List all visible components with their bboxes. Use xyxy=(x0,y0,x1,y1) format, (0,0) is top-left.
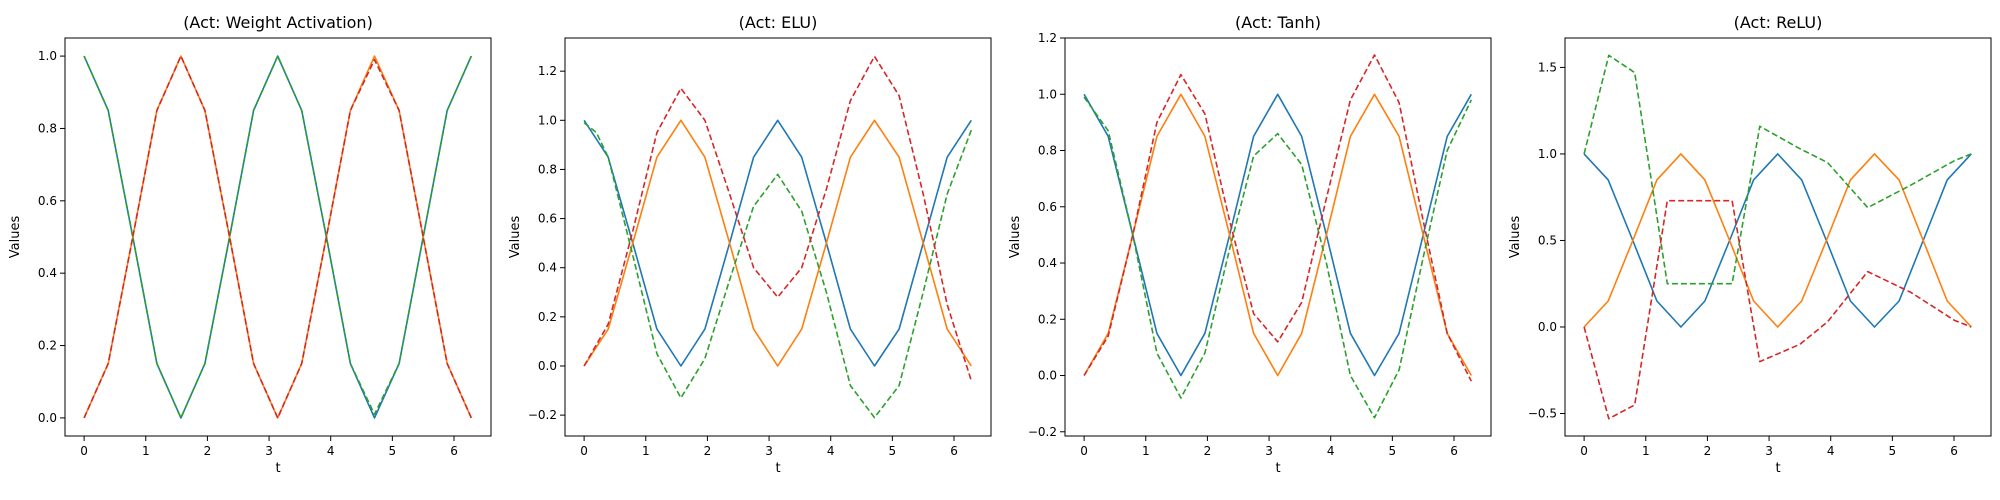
series-group xyxy=(583,55,973,419)
subplot-4: 0 1 2 3 4 5 6 −0.5 0.0 0.5 1.0 1.5 (Act: ReLU) t Value… xyxy=(1508,13,1992,476)
y-tick-label: 0.2 xyxy=(38,339,57,353)
x-tick-label: 4 xyxy=(327,444,335,458)
y-tick-label: 0.5 xyxy=(1538,233,1557,247)
x-tick-label: 5 xyxy=(389,444,397,458)
y-tick-label: 0.0 xyxy=(538,359,557,373)
y-tick-label: 1.2 xyxy=(1038,31,1057,45)
x-tick-label: 1 xyxy=(142,444,150,458)
x-tick-label: 6 xyxy=(450,444,458,458)
y-tick-label: 0.6 xyxy=(1038,200,1057,214)
series-line-2 xyxy=(83,55,473,419)
series-line-2 xyxy=(583,119,972,367)
series-line-1 xyxy=(1083,93,1472,377)
series-group xyxy=(83,55,473,419)
y-tick-label: 1.0 xyxy=(38,49,57,63)
series-group xyxy=(1583,54,1972,420)
series-line-2 xyxy=(1583,153,1972,328)
x-tick-label: 2 xyxy=(704,444,712,458)
x-tick-label: 6 xyxy=(1950,444,1958,458)
x-axis-label: t xyxy=(1775,461,1780,476)
series-line-4 xyxy=(583,55,973,381)
y-tick-label: −0.5 xyxy=(1528,407,1557,421)
y-tick-label: 1.0 xyxy=(1038,87,1057,101)
x-tick-label: 4 xyxy=(827,444,835,458)
x-tick-label: 0 xyxy=(80,444,88,458)
series-group xyxy=(1083,54,1473,419)
y-tick-label: 0.8 xyxy=(538,162,557,176)
y-axis-label: Values xyxy=(1508,216,1523,259)
x-tick-label: 6 xyxy=(1450,444,1458,458)
series-line-4 xyxy=(1083,54,1473,382)
series-line-1 xyxy=(583,119,972,367)
axes-frame xyxy=(64,37,492,437)
series-line-3 xyxy=(1583,54,1972,285)
y-tick-label: 0.6 xyxy=(38,194,57,208)
chart-title: (Act: Tanh) xyxy=(1235,13,1321,32)
series-line-4 xyxy=(1583,199,1972,420)
axes-frame xyxy=(1064,37,1492,437)
y-axis-label: Values xyxy=(8,216,23,259)
x-tick-label: 4 xyxy=(1327,444,1335,458)
chart-title: (Act: Weight Activation) xyxy=(183,13,373,32)
x-tick-label: 2 xyxy=(1204,444,1212,458)
series-line-1 xyxy=(1583,153,1972,328)
x-tick-label: 3 xyxy=(765,444,773,458)
x-axis-label: t xyxy=(775,461,780,476)
chart-title: (Act: ELU) xyxy=(739,13,818,32)
x-tick-label: 0 xyxy=(580,444,588,458)
x-tick-label: 5 xyxy=(1389,444,1397,458)
y-tick-label: 0.8 xyxy=(38,121,57,135)
x-tick-label: 1 xyxy=(1642,444,1650,458)
subplot-2: 0 1 2 3 4 5 6 −0.2 0.0 0.2 0.4 0.6 0.8 1.0 1.2 (Act: EL… xyxy=(508,13,992,476)
y-tick-label: 0.0 xyxy=(1038,369,1057,383)
x-tick-label: 1 xyxy=(642,444,650,458)
series-line-4 xyxy=(83,55,473,419)
y-tick-label: 0.0 xyxy=(38,411,57,425)
y-tick-label: 1.0 xyxy=(1538,147,1557,161)
y-axis-label: Values xyxy=(508,216,523,259)
y-tick-label: 1.5 xyxy=(1538,60,1557,74)
x-tick-label: 3 xyxy=(1765,444,1773,458)
y-tick-label: 0.8 xyxy=(1038,144,1057,158)
x-tick-label: 1 xyxy=(1142,444,1150,458)
axes-frame xyxy=(564,37,992,437)
x-tick-label: 3 xyxy=(265,444,273,458)
y-tick-label: 0.0 xyxy=(1538,320,1557,334)
y-tick-label: 1.2 xyxy=(538,64,557,78)
x-tick-label: 2 xyxy=(204,444,212,458)
y-axis-label: Values xyxy=(1008,216,1023,259)
y-tick-label: −0.2 xyxy=(528,408,557,422)
series-line-3 xyxy=(583,122,973,419)
subplot-3: 0 1 2 3 4 5 6 −0.2 0.0 0.2 0.4 0.6 0.8 1.0 1.2 (Act: Ta… xyxy=(1008,13,1492,476)
x-axis-label: t xyxy=(1275,461,1280,476)
series-line-1 xyxy=(83,55,473,419)
y-tick-label: 0.4 xyxy=(1038,256,1057,270)
x-tick-label: 0 xyxy=(1080,444,1088,458)
subplot-1: 0 1 2 3 4 5 6 0.0 0.2 0.4 0.6 0.8 1.0 (Act: Weight Ac… xyxy=(8,13,492,476)
y-tick-label: 1.0 xyxy=(538,113,557,127)
chart-title: (Act: ReLU) xyxy=(1734,13,1823,32)
series-line-3 xyxy=(1083,96,1473,419)
x-tick-label: 5 xyxy=(889,444,897,458)
axes-frame xyxy=(1564,37,1992,437)
x-tick-label: 6 xyxy=(950,444,958,458)
x-tick-label: 2 xyxy=(1704,444,1712,458)
y-tick-label: 0.2 xyxy=(1038,312,1057,326)
y-tick-label: 0.4 xyxy=(38,266,57,280)
x-tick-label: 4 xyxy=(1827,444,1835,458)
y-tick-label: −0.2 xyxy=(1028,425,1057,439)
y-tick-label: 0.6 xyxy=(538,212,557,226)
x-tick-label: 5 xyxy=(1889,444,1897,458)
x-tick-label: 0 xyxy=(1580,444,1588,458)
series-line-3 xyxy=(83,55,473,419)
x-tick-label: 3 xyxy=(1265,444,1273,458)
series-line-2 xyxy=(1083,93,1472,377)
x-axis-label: t xyxy=(275,461,280,476)
y-tick-label: 0.2 xyxy=(538,310,557,324)
y-tick-label: 0.4 xyxy=(538,261,557,275)
